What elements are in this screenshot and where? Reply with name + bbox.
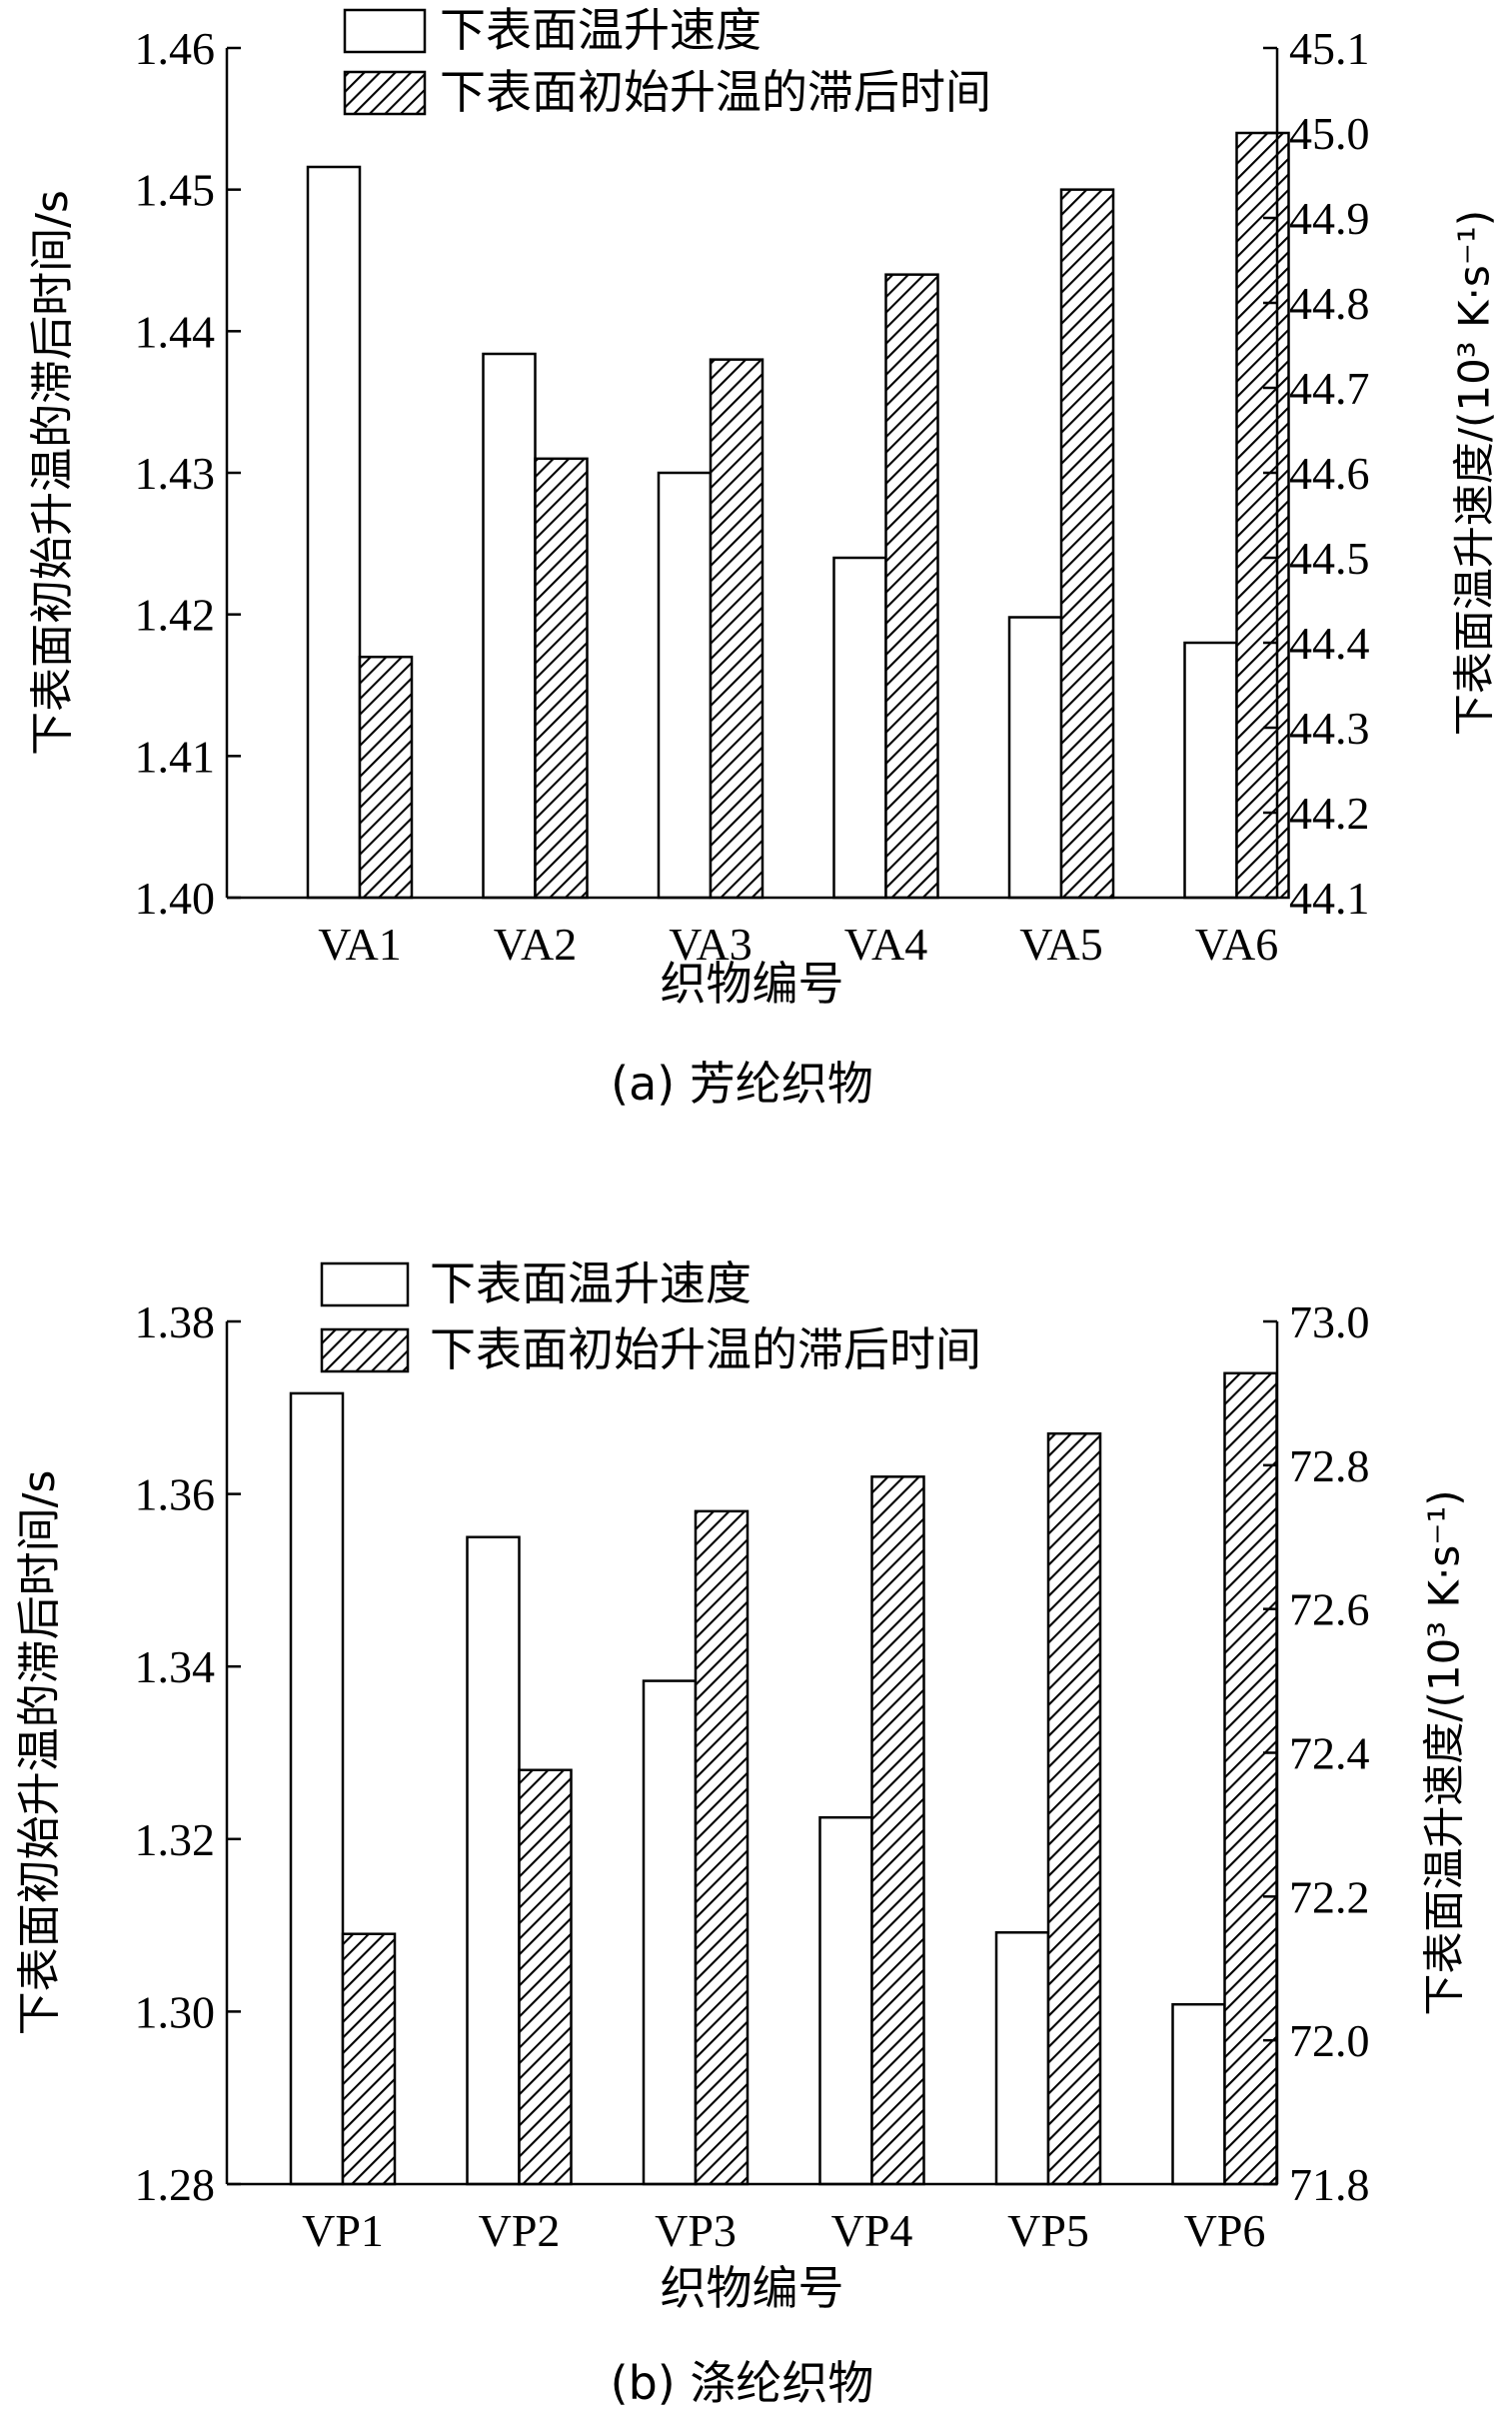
- bar-rise-rate-VA1: [306, 165, 362, 900]
- x-tick-label: VP2: [479, 2205, 561, 2256]
- panel-caption: (b) 涤纶织物: [611, 2356, 874, 2410]
- y-left-tick-label: 1.41: [135, 731, 216, 782]
- plot-area-a: VA1 VA2 VA3 VA4 VA5 VA6 1.40 1.41 1.42 1.43 1.44 1.…: [135, 23, 1370, 970]
- bar-rise-rate-VP1: [289, 1391, 345, 2186]
- legend-label-lag-time: 下表面初始升温的滞后时间: [440, 65, 991, 119]
- y-left-tick-label: 1.32: [135, 1814, 216, 1865]
- x-tick-label: VP3: [655, 2205, 737, 2256]
- y-axis-right-label: 下表面温升速度/(10³ K·s⁻¹): [1450, 210, 1499, 736]
- bar-rise-rate-VA6: [1183, 641, 1238, 900]
- x-tick-label: VA6: [1195, 919, 1279, 970]
- y-right-tick-label: 72.4: [1289, 1728, 1370, 1779]
- y-right-tick-label: 44.3: [1289, 703, 1370, 754]
- bar-lag-time-VP2: [518, 1768, 573, 2186]
- bar-rise-rate-VA5: [1007, 616, 1063, 900]
- bar-rise-rate-VP4: [818, 1815, 873, 2186]
- bar-rise-rate-VA2: [482, 352, 537, 900]
- bar-lag-time-VA5: [1059, 188, 1115, 900]
- bar-lag-time-VP3: [694, 1509, 750, 2186]
- y-left-tick-label: 1.45: [135, 165, 216, 216]
- y-right-tick-label: 72.0: [1289, 2015, 1370, 2066]
- x-axis-label: 织物编号: [661, 2261, 844, 2315]
- bar-lag-time-VP4: [870, 1475, 925, 2186]
- x-tick-label: VA2: [494, 919, 578, 970]
- y-right-tick-label: 44.2: [1289, 788, 1370, 839]
- y-left-tick-label: 1.46: [135, 23, 216, 74]
- bar-lag-time-VA2: [534, 457, 589, 900]
- bar-lag-time-VP6: [1223, 1371, 1278, 2186]
- panel-caption: (a) 芳纶织物: [611, 1057, 873, 1111]
- y-axis-left-label: 下表面初始升温的滞后时间/s: [27, 190, 78, 756]
- y-left-tick-label: 1.44: [135, 306, 216, 357]
- legend-swatch-rise-rate: [320, 1261, 410, 1307]
- bar-lag-time-VA4: [884, 273, 939, 900]
- y-left-tick-label: 1.38: [135, 1296, 216, 1347]
- y-left-tick-label: 1.34: [135, 1641, 216, 1692]
- y-right-tick-label: 72.6: [1289, 1584, 1370, 1635]
- plot-area-b: VP1 VP2 VP3 VP4 VP5 VP6 1.28 1.30 1.32 1.34 1.36 1.…: [135, 1296, 1370, 2256]
- bar-rise-rate-VA4: [832, 556, 887, 900]
- x-axis-label: 织物编号: [661, 957, 844, 1011]
- chart-panel-a: VA1 VA2 VA3 VA4 VA5 VA6 1.40 1.41 1.42 1.43 1.44 1.…: [27, 3, 1499, 1111]
- y-right-tick-label: 44.4: [1289, 618, 1370, 669]
- bar-rise-rate-VP6: [1171, 2002, 1226, 2186]
- legend-swatch-rise-rate: [343, 8, 427, 54]
- y-right-tick-label: 72.2: [1289, 1871, 1370, 1922]
- bar-lag-time-VA3: [709, 358, 764, 900]
- y-left-tick-label: 1.28: [135, 2159, 216, 2210]
- y-left-tick-label: 1.40: [135, 873, 216, 924]
- y-left-tick-label: 1.42: [135, 590, 216, 641]
- legend-label-lag-time: 下表面初始升温的滞后时间: [430, 1322, 981, 1376]
- x-tick-label: VA5: [1019, 919, 1103, 970]
- legend-swatch-lag-time: [320, 1327, 410, 1373]
- y-right-tick-label: 44.1: [1289, 873, 1370, 924]
- bar-rise-rate-VA3: [657, 471, 713, 900]
- y-axis-right-label: 下表面温升速度/(10³ K·s⁻¹): [1420, 1489, 1469, 2015]
- bar-lag-time-VP1: [341, 1932, 397, 2186]
- bar-lag-time-VA1: [358, 655, 414, 900]
- y-right-tick-label: 44.6: [1289, 448, 1370, 499]
- x-tick-label: VP6: [1184, 2205, 1266, 2256]
- y-left-tick-label: 1.30: [135, 1986, 216, 2037]
- y-right-tick-label: 44.7: [1289, 363, 1370, 414]
- legend-label-rise-rate: 下表面温升速度: [430, 1256, 752, 1310]
- x-tick-label: VP4: [831, 2205, 913, 2256]
- y-right-tick-label: 72.8: [1289, 1440, 1370, 1491]
- x-tick-label: VA4: [844, 919, 928, 970]
- legend-b: 下表面温升速度 下表面初始升温的滞后时间: [320, 1256, 981, 1376]
- bar-rise-rate-VP5: [994, 1931, 1050, 2186]
- y-right-tick-label: 73.0: [1289, 1296, 1370, 1347]
- y-right-tick-label: 45.1: [1289, 23, 1370, 74]
- y-axis-left-label: 下表面初始升温的滞后时间/s: [14, 1470, 65, 2036]
- x-tick-label: VP5: [1007, 2205, 1089, 2256]
- legend-a: 下表面温升速度 下表面初始升温的滞后时间: [343, 3, 991, 119]
- y-left-tick-label: 1.43: [135, 448, 216, 499]
- x-tick-label: VP1: [302, 2205, 384, 2256]
- y-right-tick-label: 44.5: [1289, 533, 1370, 584]
- y-right-tick-label: 71.8: [1289, 2159, 1370, 2210]
- bar-lag-time-VA6: [1235, 131, 1290, 900]
- chart-panel-b: VP1 VP2 VP3 VP4 VP5 VP6 1.28 1.30 1.32 1.34 1.36 1.…: [14, 1256, 1469, 2410]
- y-left-tick-label: 1.36: [135, 1469, 216, 1520]
- y-right-tick-label: 44.9: [1289, 193, 1370, 244]
- legend-label-rise-rate: 下表面温升速度: [440, 3, 761, 57]
- bar-rise-rate-VP2: [466, 1535, 521, 2186]
- bar-rise-rate-VP3: [642, 1679, 698, 2186]
- y-right-tick-label: 45.0: [1289, 108, 1370, 159]
- x-tick-label: VA1: [318, 919, 402, 970]
- bar-lag-time-VP5: [1046, 1431, 1102, 2186]
- x-tick-label: VA3: [669, 919, 753, 970]
- legend-swatch-lag-time: [343, 70, 427, 116]
- y-right-tick-label: 44.8: [1289, 278, 1370, 329]
